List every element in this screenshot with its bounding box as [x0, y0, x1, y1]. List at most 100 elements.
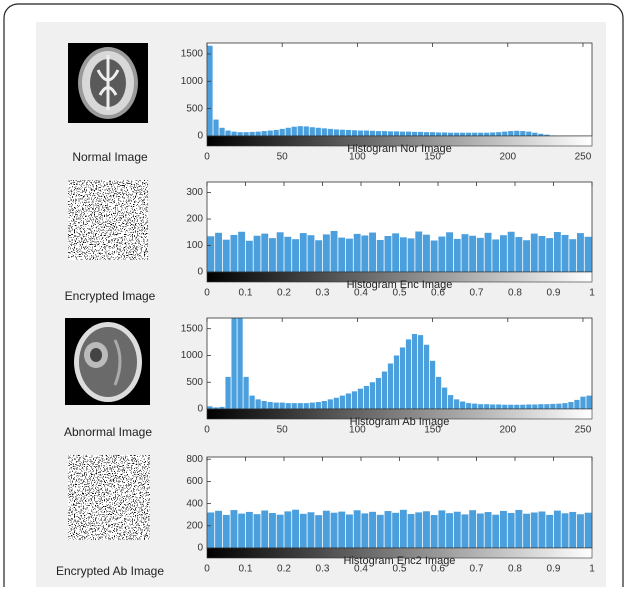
- x-tick-label: 1: [589, 288, 595, 299]
- x-tick-label: 0.9: [547, 288, 561, 299]
- bar: [484, 133, 489, 136]
- bar: [469, 510, 476, 548]
- bar: [448, 395, 453, 409]
- bar: [280, 129, 285, 136]
- x-tick-label: 0.8: [508, 288, 522, 299]
- bar: [577, 233, 584, 272]
- bar: [256, 132, 261, 136]
- x-tick-label: 0.3: [316, 288, 330, 299]
- y-tick-label: 100: [186, 240, 203, 251]
- x-tick-label: 50: [277, 152, 289, 163]
- bar: [231, 318, 236, 409]
- bar: [400, 510, 407, 548]
- bar: [460, 402, 465, 409]
- bar: [431, 241, 438, 273]
- y-tick-label: 0: [197, 404, 203, 415]
- x-tick-label: 250: [575, 152, 592, 163]
- bar: [562, 513, 569, 548]
- bar: [304, 126, 309, 136]
- x-tick-label: 0.2: [277, 288, 291, 299]
- bar: [284, 237, 291, 272]
- bar: [361, 513, 368, 548]
- x-tick-label: 0.9: [547, 564, 561, 575]
- bar: [515, 237, 522, 272]
- y-tick-label: 400: [186, 498, 203, 509]
- bar: [568, 402, 573, 409]
- bar: [280, 403, 285, 409]
- bar: [438, 237, 445, 272]
- bar: [308, 512, 315, 548]
- bar: [315, 515, 322, 548]
- bar: [472, 404, 477, 409]
- bar: [207, 236, 214, 272]
- bar: [300, 514, 307, 548]
- x-tick-label: 0.3: [316, 564, 330, 575]
- bar: [277, 232, 284, 272]
- bar: [523, 240, 530, 272]
- x-tick-label: 0.8: [508, 564, 522, 575]
- bar: [569, 512, 576, 548]
- bar: [269, 513, 276, 548]
- bar: [286, 403, 291, 409]
- bar: [250, 396, 255, 409]
- bar: [310, 127, 315, 136]
- bar: [485, 233, 492, 272]
- image-caption: Encrypted Ab Image: [56, 564, 164, 578]
- bar: [377, 515, 384, 548]
- bar: [412, 334, 417, 409]
- bar: [246, 512, 253, 548]
- bar: [490, 404, 495, 409]
- x-tick-label: 0.2: [277, 564, 291, 575]
- bar: [496, 404, 501, 409]
- bar: [238, 514, 245, 548]
- bar: [388, 364, 393, 410]
- bar: [454, 399, 459, 409]
- bar: [364, 386, 369, 409]
- x-tick-label: 0.7: [470, 564, 484, 575]
- bar: [550, 404, 555, 409]
- bar: [394, 131, 399, 136]
- bar: [382, 131, 387, 136]
- bar: [478, 404, 483, 409]
- bar: [462, 234, 469, 272]
- bar: [225, 131, 230, 136]
- bar: [392, 233, 399, 272]
- bar: [328, 399, 333, 409]
- bar: [392, 513, 399, 548]
- bar: [352, 130, 357, 136]
- bar: [462, 514, 469, 548]
- y-tick-label: 200: [186, 520, 203, 531]
- bar: [243, 377, 248, 409]
- bar: [223, 515, 230, 548]
- abnormal-image: [65, 318, 150, 405]
- encrypted-image: [68, 180, 148, 260]
- axes-background: [207, 43, 592, 136]
- bar: [586, 396, 591, 409]
- bar: [412, 132, 417, 136]
- bar: [532, 404, 537, 409]
- x-axis-label: Histogram Nor Image: [347, 143, 452, 155]
- bar: [408, 238, 415, 272]
- bar: [442, 132, 447, 136]
- y-tick-label: 0: [197, 131, 203, 142]
- x-tick-label: 250: [575, 425, 592, 436]
- bar: [292, 403, 297, 409]
- bar: [526, 132, 531, 136]
- bar: [539, 511, 546, 548]
- bar: [454, 512, 461, 548]
- bar: [269, 238, 276, 272]
- bar: [385, 511, 392, 548]
- bar: [406, 132, 411, 136]
- bar: [223, 240, 230, 272]
- bar: [531, 234, 538, 272]
- bar: [418, 132, 423, 136]
- bar: [436, 377, 441, 409]
- bar: [466, 403, 471, 409]
- bar: [469, 236, 476, 272]
- bar: [268, 402, 273, 409]
- bar: [442, 388, 447, 409]
- x-axis-label: Histogram Enc2 Image: [344, 555, 456, 567]
- bar: [286, 128, 291, 136]
- normal-image: [68, 43, 148, 123]
- bar: [225, 377, 230, 409]
